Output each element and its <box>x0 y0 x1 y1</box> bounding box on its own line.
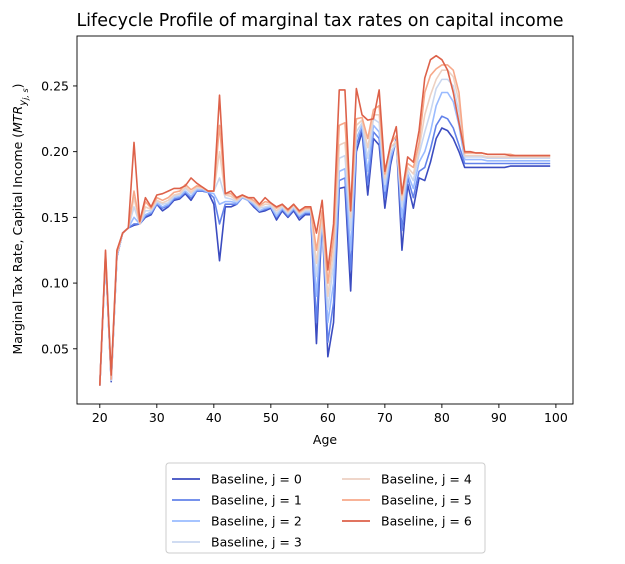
x-tick-label: 70 <box>377 410 393 425</box>
legend-label-j6: Baseline, j = 6 <box>381 514 472 529</box>
series-line-j6 <box>99 54 551 386</box>
legend-label-j2: Baseline, j = 2 <box>211 514 302 529</box>
x-tick-label: 100 <box>544 410 568 425</box>
y-tick-label: 0.15 <box>41 210 69 225</box>
legend-label-j1: Baseline, j = 1 <box>211 493 302 508</box>
series-line-j5 <box>99 64 551 386</box>
y-axis-label: Marginal Tax Rate, Capital Income (MTRyj… <box>10 83 30 354</box>
y-tick-label: 0.10 <box>41 276 69 291</box>
chart-title: Lifecycle Profile of marginal tax rates … <box>76 11 563 31</box>
legend-box <box>165 462 486 554</box>
legend-label-j0: Baseline, j = 0 <box>211 472 302 487</box>
legend-label-j3: Baseline, j = 3 <box>211 535 302 550</box>
x-tick-label: 30 <box>149 410 165 425</box>
x-tick-label: 90 <box>491 410 507 425</box>
legend-label-j5: Baseline, j = 5 <box>381 493 472 508</box>
x-tick-label: 20 <box>92 410 108 425</box>
y-axis-ticks: 0.05 0.10 0.15 0.20 0.25 <box>41 78 77 356</box>
y-tick-label: 0.25 <box>41 78 69 93</box>
x-tick-label: 60 <box>320 410 336 425</box>
x-tick-label: 40 <box>206 410 222 425</box>
plot-area-frame <box>76 35 574 405</box>
series-lines <box>99 54 551 386</box>
y-tick-label: 0.20 <box>41 144 69 159</box>
y-tick-label: 0.05 <box>41 341 69 356</box>
legend-label-j4: Baseline, j = 4 <box>381 472 472 487</box>
x-axis-ticks: 20 30 40 50 60 70 80 90 100 <box>92 404 568 425</box>
x-axis-label: Age <box>313 432 337 447</box>
x-tick-label: 50 <box>263 410 279 425</box>
x-tick-label: 80 <box>434 410 450 425</box>
legend: Baseline, j = 0 Baseline, j = 1 Baseline, … <box>165 462 486 554</box>
